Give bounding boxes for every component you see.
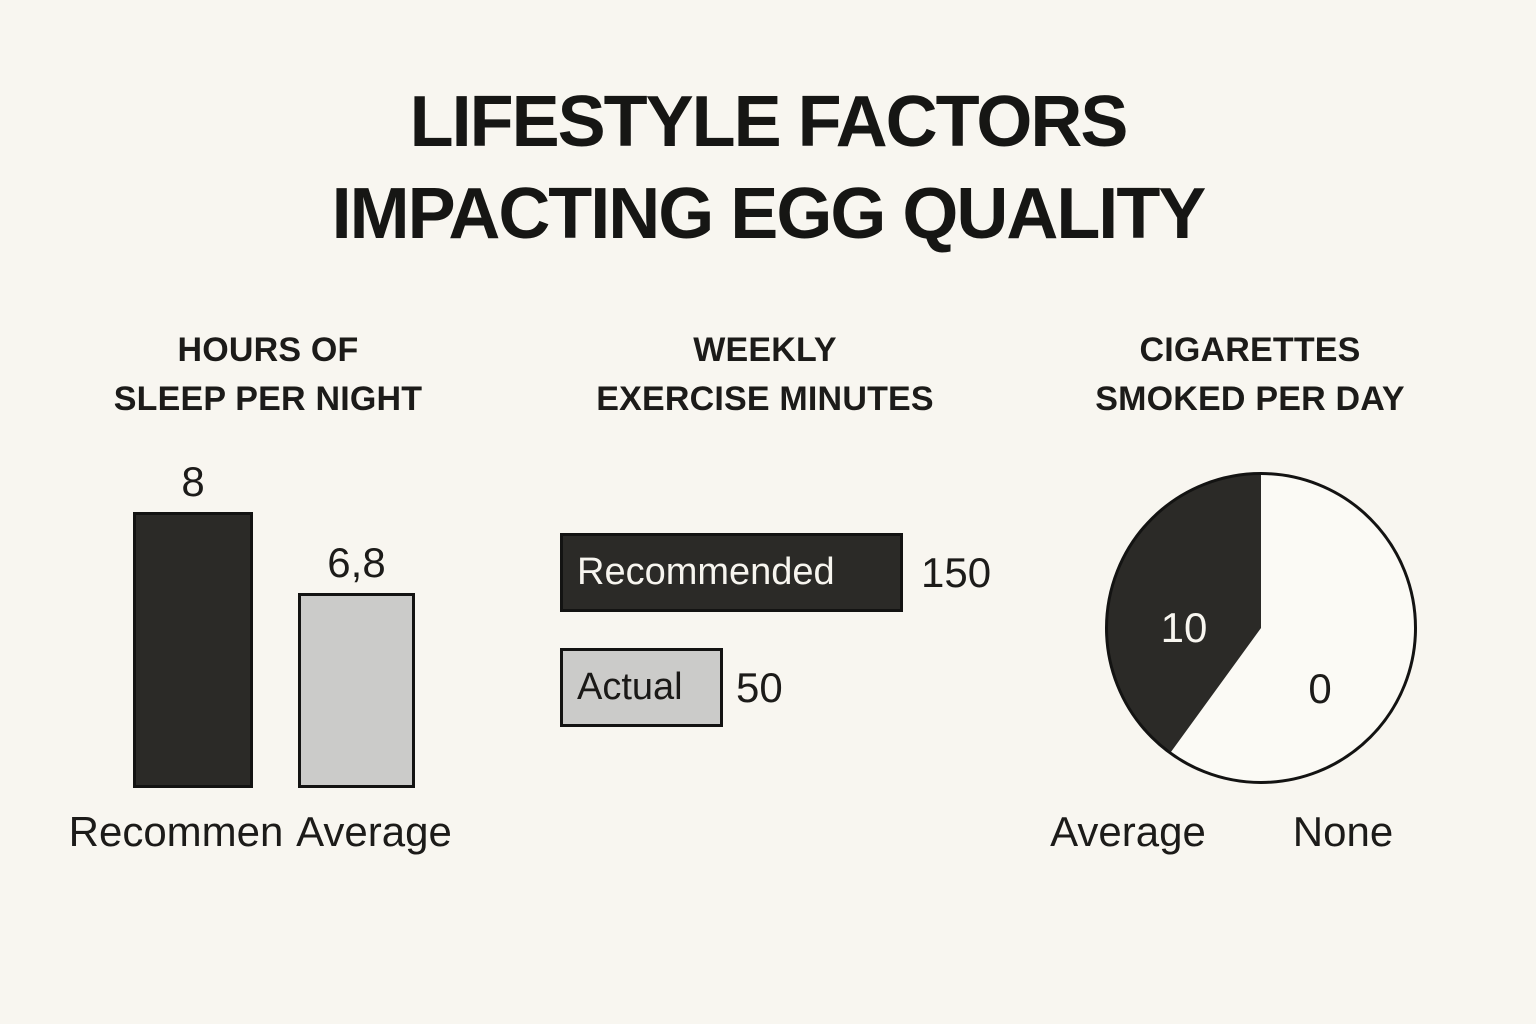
pie-average-label: Average bbox=[1050, 808, 1206, 855]
chart-exercise-heading-line-2: EXERCISE MINUTES bbox=[596, 380, 934, 418]
exercise-actual-value: 50 bbox=[736, 663, 783, 711]
page-title-line-1: LIFESTYLE FACTORS bbox=[409, 82, 1129, 162]
exercise-recommended-value: 150 bbox=[921, 548, 992, 596]
exercise-recommended-bar: Recommended bbox=[560, 533, 903, 612]
chart-sleep-heading-line-1: HOURS OF bbox=[177, 331, 359, 369]
chart-exercise-heading: WEEKLY EXERCISE MINUTES bbox=[565, 326, 965, 424]
sleep-recommended-label: Recommen bbox=[68, 808, 284, 855]
pie-average-value: 10 bbox=[1161, 604, 1208, 651]
chart-cigarettes-heading-line-2: SMOKED PER DAY bbox=[1095, 380, 1405, 418]
sleep-recommended-value: 8 bbox=[181, 458, 205, 505]
sleep-recommended-bar bbox=[133, 512, 253, 788]
pie-outline bbox=[1105, 472, 1417, 784]
exercise-actual-bar: Actual bbox=[560, 648, 723, 727]
chart-exercise-heading-line-1: WEEKLY bbox=[693, 331, 837, 369]
pie-none-label: None bbox=[1292, 808, 1394, 855]
chart-sleep-heading: HOURS OF SLEEP PER NIGHT bbox=[68, 326, 468, 424]
page-title: LIFESTYLE FACTORS IMPACTING EGG QUALITY bbox=[0, 76, 1536, 260]
pie-average-slice bbox=[1106, 473, 1261, 753]
exercise-recommended-label: Recommended bbox=[577, 551, 835, 593]
exercise-actual-label: Actual bbox=[577, 666, 683, 708]
chart-sleep-heading-line-2: SLEEP PER NIGHT bbox=[113, 380, 423, 418]
pie-chart: 10 0 bbox=[1105, 472, 1417, 784]
chart-cigarettes-heading: CIGARETTES SMOKED PER DAY bbox=[1050, 326, 1450, 424]
chart-cigarettes-heading-line-1: CIGARETTES bbox=[1139, 331, 1361, 369]
sleep-average-bar bbox=[298, 593, 415, 788]
sleep-average-label: Average bbox=[296, 808, 452, 855]
sleep-average-value: 6,8 bbox=[327, 539, 386, 586]
pie-none-value: 0 bbox=[1308, 665, 1331, 712]
page-title-line-2: IMPACTING EGG QUALITY bbox=[331, 174, 1207, 254]
